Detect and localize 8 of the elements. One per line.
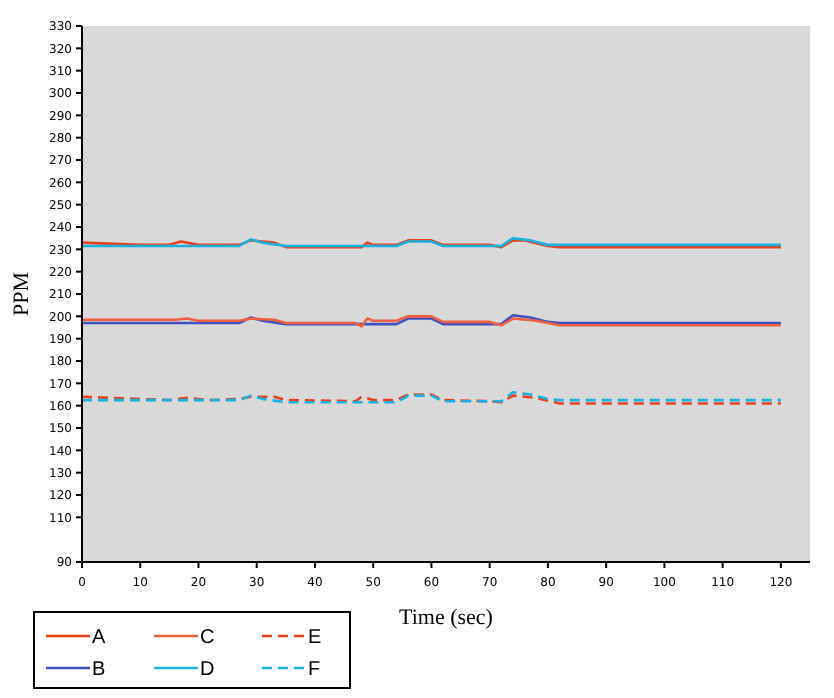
legend-label: A: [92, 627, 106, 649]
legend-label: E: [308, 627, 322, 649]
x-axis-title: Time (sec): [399, 606, 494, 630]
legend-label: F: [308, 659, 321, 681]
legend-label: C: [200, 627, 215, 649]
legend-label: D: [200, 659, 215, 681]
legend-label: B: [92, 659, 106, 681]
y-axis-title: PPM: [10, 271, 34, 317]
